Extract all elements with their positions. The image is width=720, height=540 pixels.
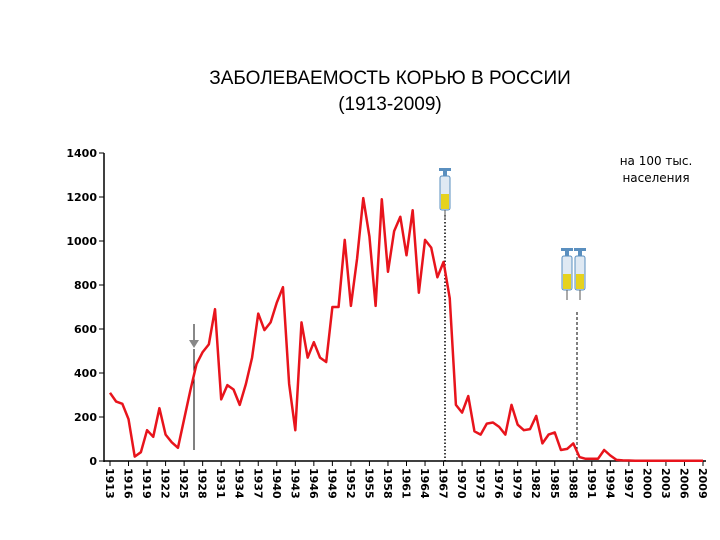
x-tick-label: 1958 (381, 468, 394, 499)
syringe-icons (439, 168, 586, 300)
chart-title: ЗАБОЛЕВАЕМОСТЬ КОРЬЮ В РОССИИ (209, 68, 571, 89)
y-tick-label: 800 (74, 279, 97, 292)
x-tick-label: 1976 (492, 468, 505, 499)
x-tick-label: 1988 (566, 468, 579, 499)
x-tick-label: 1964 (418, 468, 431, 499)
x-tick-label: 1952 (344, 468, 357, 499)
x-tick-label: 1928 (196, 468, 209, 499)
x-tick-label: 1985 (548, 468, 561, 499)
syringe (561, 248, 573, 300)
x-tick-label: 1973 (474, 468, 487, 499)
x-tick-label: 2006 (677, 468, 690, 499)
markers (189, 215, 578, 461)
x-tick-label: 1916 (122, 468, 135, 499)
y-tick-label: 1000 (66, 235, 97, 248)
x-tick-label: 1979 (511, 468, 524, 499)
x-tick-label: 1997 (622, 468, 635, 499)
x-tick-label: 1955 (362, 468, 375, 499)
y-tick-label: 600 (74, 323, 97, 336)
x-tick-label: 1922 (159, 468, 172, 499)
y-tick-label: 1400 (66, 147, 97, 160)
x-tick-label: 1937 (251, 468, 264, 499)
x-tick-label: 1961 (400, 468, 413, 499)
syringe (439, 168, 451, 220)
x-tick-label: 2000 (640, 468, 653, 499)
x-tick-label: 1940 (270, 468, 283, 499)
y-tick-label: 200 (74, 411, 97, 424)
annotation: на 100 тыс. (620, 154, 693, 168)
x-tick-label: 1949 (325, 468, 338, 499)
annotation: населения (622, 171, 689, 185)
x-tick-label: 1970 (455, 468, 468, 499)
x-tick-label: 2009 (696, 468, 709, 499)
y-tick-label: 0 (89, 455, 97, 468)
x-tick-label: 1994 (603, 468, 616, 499)
x-tick-label: 1967 (437, 468, 450, 499)
syringe (574, 248, 586, 300)
y-tick-label: 1200 (66, 191, 97, 204)
x-tick-label: 1931 (214, 468, 227, 499)
data-line (108, 196, 703, 463)
x-tick-label: 1991 (585, 468, 598, 499)
chart-subtitle: (1913-2009) (338, 94, 442, 115)
x-tick-label: 2003 (659, 468, 672, 499)
x-tick-label: 1982 (529, 468, 542, 499)
x-tick-label: 1919 (140, 468, 153, 499)
arrow-head (189, 340, 199, 348)
x-tick-label: 1934 (233, 468, 246, 499)
x-tick-label: 1943 (288, 468, 301, 499)
x-tick-label: 1946 (307, 468, 320, 499)
x-tick-label: 1925 (177, 468, 190, 499)
y-tick-label: 400 (74, 367, 97, 380)
x-tick-label: 1913 (103, 468, 116, 499)
